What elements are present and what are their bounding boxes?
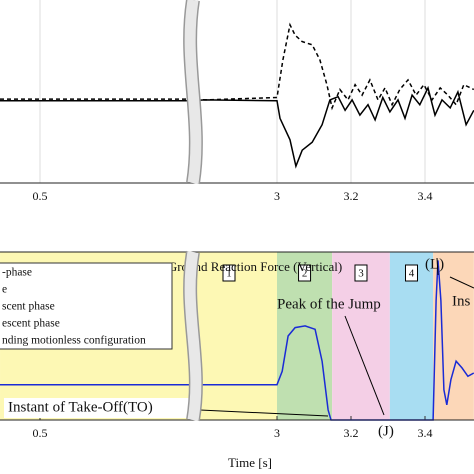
axis-break-inner — [184, 0, 202, 184]
x-tick-label: 3.2 — [344, 426, 359, 440]
phase-label: 2 — [302, 268, 308, 280]
phase-box — [298, 264, 312, 282]
phase-box — [222, 264, 236, 282]
x-tick-label: 3 — [274, 189, 280, 203]
legend-entry: e — [2, 284, 7, 296]
annotation: (L) — [425, 256, 444, 272]
x-axis-label: Time [s] — [228, 455, 272, 470]
phase-label: 4 — [409, 268, 415, 280]
top-plot: 0.5 3 3.2 3.4 — [0, 0, 474, 203]
x-tick-label: 0.5 — [33, 189, 48, 203]
bottom-plot: 1 2 3 4 0.5 3 3.2 3.4 Ground Reaction Force (Ver… — [0, 251, 474, 470]
x-tick-label: 0.5 — [33, 426, 48, 440]
legend-box — [0, 262, 173, 350]
annotation-arrow — [344, 315, 385, 416]
chart-title: Ground Reaction Force (Vertical) — [168, 259, 342, 274]
annotation: Peak of the Jump — [277, 296, 381, 312]
legend-entry: escent phase — [2, 318, 60, 330]
phase-label: 1 — [226, 268, 232, 280]
legend-entry: -phase — [2, 267, 32, 279]
annotation-bg — [4, 398, 200, 418]
annotation-arrow — [449, 276, 474, 289]
annotation-arrow — [199, 409, 329, 417]
annotation-arrow — [436, 257, 439, 276]
data-line — [0, 22, 474, 111]
phase-box — [354, 264, 368, 282]
axis-break-inner — [184, 251, 202, 421]
data-line — [0, 85, 474, 169]
legend-entry: scent phase — [2, 301, 55, 313]
phase-box — [404, 264, 418, 282]
annotation: Instant of Take-Off(TO) — [8, 399, 153, 415]
annotation: Ins — [452, 293, 470, 309]
x-tick-label: 3.2 — [344, 189, 359, 203]
annotation: (J) — [378, 423, 394, 439]
x-tick-label: 3.4 — [418, 426, 433, 440]
x-tick-label: 3 — [274, 426, 280, 440]
phase-label: 3 — [358, 268, 364, 280]
x-tick-label: 3.4 — [418, 189, 433, 203]
legend-entry: nding motionless configuration — [2, 335, 146, 347]
